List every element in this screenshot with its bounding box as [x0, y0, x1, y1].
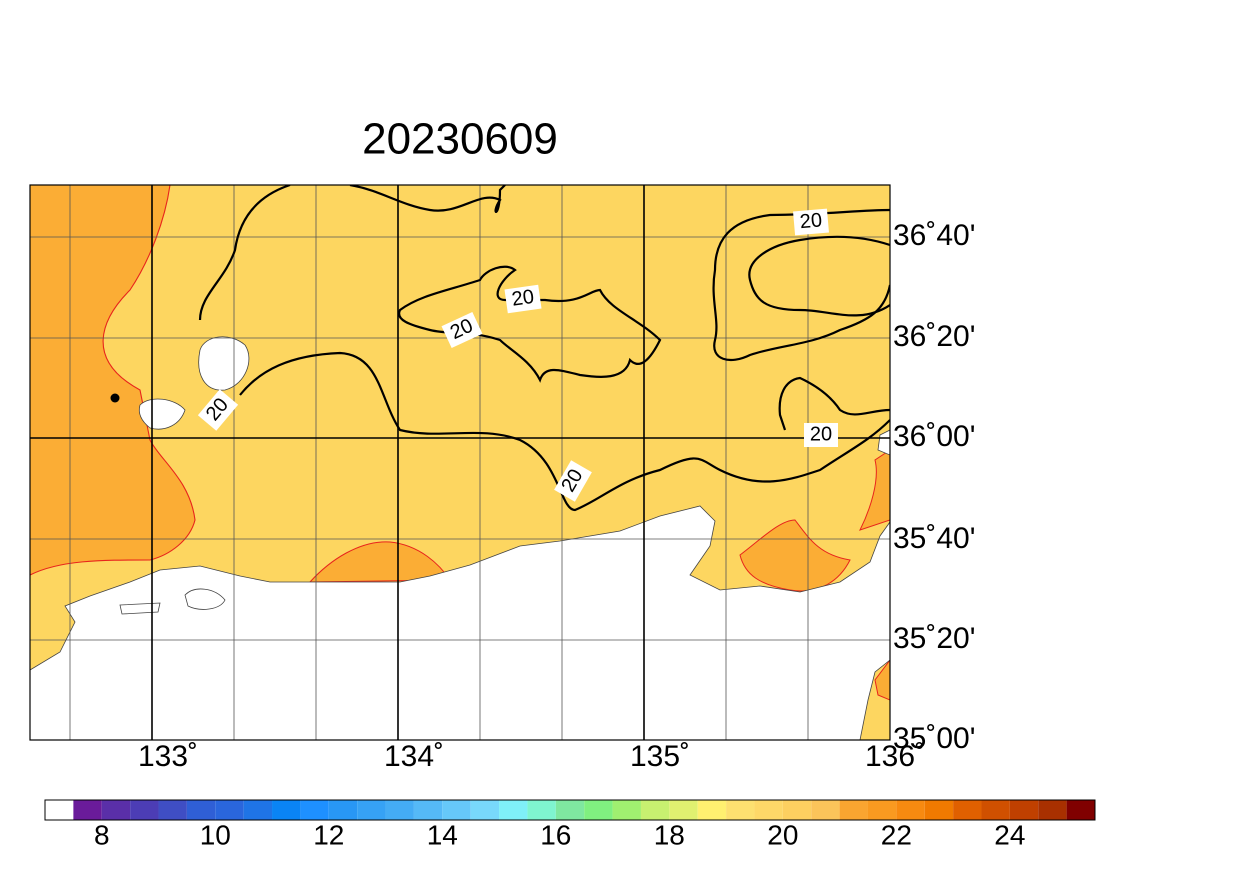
land — [877, 429, 890, 456]
island — [138, 398, 186, 430]
contour-line — [349, 185, 506, 213]
colorbar-box — [669, 800, 698, 820]
contour-value: 20 — [799, 209, 823, 233]
label-box — [197, 389, 239, 431]
contour-label: 20 — [504, 284, 542, 314]
contour-labels: 20202020202020 — [197, 208, 838, 502]
lon-label: 135˚ — [630, 740, 690, 773]
contour-value: 20 — [760, 213, 782, 235]
contour-value: 20 — [810, 423, 832, 445]
contour-line — [198, 185, 291, 321]
isotherm — [30, 185, 196, 576]
island — [184, 588, 226, 610]
colorbar-label: 10 — [200, 819, 231, 850]
contour-line — [397, 265, 662, 383]
colorbar-box — [811, 800, 840, 820]
island — [198, 336, 250, 391]
lat-labels: 36˚40' 36˚20' 36˚00' 35˚40' 35˚20' 35˚00' — [893, 219, 975, 755]
colorbar-label: 14 — [427, 819, 458, 850]
colorbar-box — [953, 800, 982, 820]
colorbar-box — [243, 800, 273, 820]
lon-label: 136˚ — [865, 740, 925, 773]
colorbar-box — [300, 800, 329, 820]
colorbar-box — [158, 800, 187, 820]
contour-label: 20 — [804, 423, 838, 447]
colorbar-box — [357, 800, 386, 820]
colorbar-label: 22 — [881, 819, 912, 850]
contour-line — [239, 351, 890, 512]
warm-region — [739, 519, 851, 592]
colorbar-box — [45, 800, 74, 820]
colorbar-box — [442, 800, 471, 820]
colorbar-box — [640, 800, 670, 820]
contour-line — [748, 235, 890, 317]
colorbar-box — [101, 800, 131, 820]
label-box — [793, 208, 829, 236]
colorbar-box — [697, 800, 727, 820]
lat-label: 35˚20' — [893, 622, 975, 655]
colorbar-label: 18 — [654, 819, 685, 850]
label-box — [804, 423, 838, 447]
warm-region — [30, 185, 195, 575]
lat-label: 36˚00' — [893, 420, 975, 453]
map — [30, 185, 890, 740]
colorbar: 8 10 12 14 16 18 20 22 24 — [44, 799, 1096, 850]
contour-line — [778, 376, 890, 431]
colorbar-box — [328, 800, 358, 820]
grid — [30, 185, 890, 740]
colorbar-box — [839, 800, 868, 820]
label-box — [554, 460, 592, 502]
colorbar-box — [527, 800, 556, 820]
colorbar-box — [612, 800, 641, 820]
island — [119, 602, 161, 615]
label-box — [441, 311, 483, 349]
colorbar-box — [130, 800, 159, 820]
colorbar-box — [1009, 800, 1039, 820]
colorbar-box — [981, 800, 1010, 820]
warm-region — [859, 449, 890, 531]
colorbar-box — [924, 800, 954, 820]
lat-label: 35˚00' — [893, 722, 975, 755]
colorbar-label: 24 — [994, 819, 1025, 850]
label-box — [504, 284, 542, 314]
colorbar-box — [726, 800, 755, 820]
lon-label: 134˚ — [384, 740, 444, 773]
colorbar-box — [782, 800, 812, 820]
colorbar-box — [555, 800, 585, 820]
colorbar-label: 20 — [767, 819, 798, 850]
lat-label: 36˚40' — [893, 219, 975, 252]
colorbar-box — [186, 800, 216, 820]
colorbar-box — [584, 800, 613, 820]
colorbar-box — [867, 800, 897, 820]
contour-label: 20 — [793, 208, 829, 236]
colorbar-box — [1038, 800, 1067, 820]
map-frame — [29, 184, 891, 741]
land — [30, 505, 890, 740]
colorbar-label: 8 — [94, 819, 110, 850]
colorbar-label: 16 — [540, 819, 571, 850]
colorbar-box — [413, 800, 443, 820]
contour-value: 20 — [510, 286, 535, 311]
colorbar-box — [896, 800, 925, 820]
warm-region — [874, 659, 890, 701]
lon-label: 133˚ — [138, 740, 198, 773]
colorbar-box — [1066, 800, 1095, 820]
colorbar-box — [385, 800, 414, 820]
colorbar-label: 12 — [313, 819, 344, 850]
colorbar-box — [73, 800, 102, 820]
lat-label: 35˚40' — [893, 522, 975, 555]
lat-label: 36˚20' — [893, 320, 975, 353]
contour-line — [712, 208, 890, 362]
colorbar-box — [499, 800, 528, 820]
map-title: 20230609 — [362, 115, 558, 164]
colorbar-box — [272, 800, 301, 820]
colorbar-box — [470, 800, 500, 820]
colorbar-box — [215, 800, 244, 820]
station-marker — [110, 393, 120, 403]
warm-region — [308, 541, 451, 583]
lon-labels: 133˚ 134˚ 135˚ 136˚ — [138, 740, 925, 773]
colorbar-box — [754, 800, 783, 820]
colorbar-frame — [44, 799, 1096, 821]
